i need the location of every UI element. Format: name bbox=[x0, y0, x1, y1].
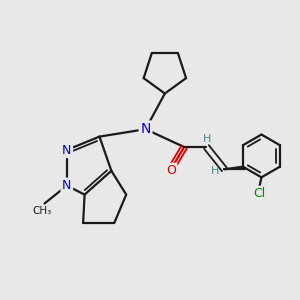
Text: H: H bbox=[211, 166, 220, 176]
Text: N: N bbox=[140, 122, 151, 136]
Text: O: O bbox=[166, 164, 176, 177]
Text: H: H bbox=[203, 134, 211, 144]
Text: N: N bbox=[62, 179, 71, 192]
Text: Cl: Cl bbox=[253, 187, 265, 200]
Text: N: N bbox=[62, 143, 71, 157]
Text: CH₃: CH₃ bbox=[32, 206, 52, 216]
